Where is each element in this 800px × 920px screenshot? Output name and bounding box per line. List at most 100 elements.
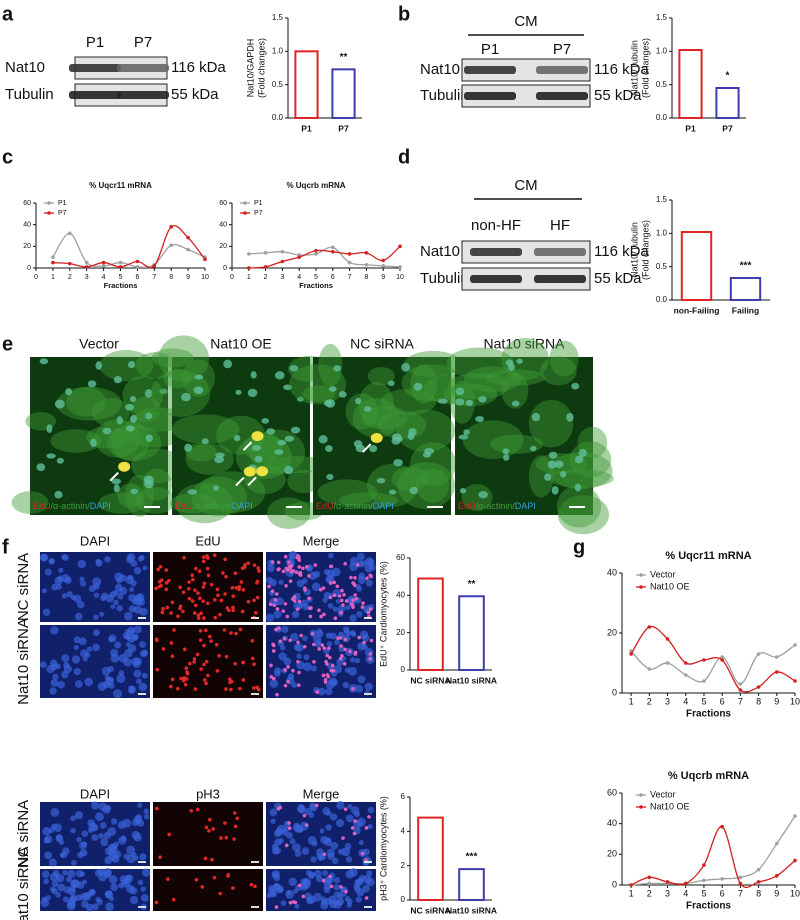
point (647, 667, 652, 671)
positive-nucleus (340, 588, 344, 593)
positive-nucleus (210, 857, 214, 862)
positive-nucleus (252, 563, 257, 567)
positive-nucleus (369, 638, 374, 643)
nucleus (366, 870, 373, 877)
x-tick-label: 10 (396, 274, 404, 281)
point (647, 875, 652, 880)
x-tick-label: 9 (774, 696, 779, 706)
band (117, 64, 169, 72)
positive-nucleus (179, 676, 184, 681)
y-tick-label: 1.0 (272, 46, 284, 55)
positive-nucleus (360, 851, 365, 856)
positive-nucleus (203, 678, 207, 682)
positive-nucleus (365, 576, 369, 581)
positive-nucleus (333, 616, 338, 621)
positive-nucleus (325, 653, 330, 658)
nucleus (307, 835, 317, 845)
point (169, 225, 173, 229)
y-tick-label: 1.5 (272, 13, 284, 22)
x-tick-label: 7 (738, 696, 743, 706)
nucleus (292, 888, 298, 894)
point (738, 875, 743, 880)
nucleus (57, 883, 66, 892)
nucleus (355, 584, 362, 590)
positive-nucleus (161, 647, 166, 651)
nucleus (70, 815, 76, 822)
positive-nucleus (206, 673, 210, 678)
positive-nucleus (313, 563, 318, 567)
positive-nucleus (327, 646, 331, 651)
positive-nucleus (339, 885, 343, 889)
positive-nucleus (288, 826, 292, 830)
nucleus (335, 598, 341, 604)
point (647, 625, 652, 629)
positive-nucleus (276, 567, 281, 572)
bar (417, 816, 444, 901)
nucleus (139, 650, 148, 658)
tissue (410, 442, 457, 487)
positive-nucleus (351, 581, 355, 585)
positive-nucleus (181, 678, 186, 683)
nucleus (503, 454, 510, 461)
positive-nucleus (201, 599, 205, 603)
point (683, 673, 688, 677)
positive-nucleus (283, 602, 288, 606)
nucleus (326, 473, 334, 481)
positive-nucleus (317, 608, 321, 613)
panel-letter: b (398, 3, 410, 25)
positive-nucleus (255, 580, 259, 585)
y-tick-label: 0 (27, 265, 31, 272)
nucleus (274, 838, 282, 846)
positive-nucleus (224, 574, 228, 579)
nucleus (70, 827, 76, 834)
positive-nucleus (215, 587, 220, 592)
positive-nucleus (308, 614, 313, 619)
bar (458, 868, 485, 901)
nucleus (571, 382, 580, 390)
point (84, 260, 89, 265)
nucleus (81, 830, 89, 838)
nucleus (463, 429, 470, 436)
bar (417, 577, 444, 671)
tissue (107, 424, 162, 461)
x-tick-label: 2 (647, 888, 652, 898)
y-tick-label: 20 (396, 628, 405, 637)
nucleus (578, 448, 587, 458)
x-tick-label: NC siRNA (410, 905, 450, 915)
positive-nucleus (230, 585, 235, 590)
positive-nucleus (353, 593, 358, 597)
nucleus (108, 682, 115, 689)
bar (729, 277, 762, 301)
nucleus (143, 808, 150, 815)
point (347, 260, 352, 265)
positive-nucleus (158, 855, 162, 860)
nucleus (144, 389, 153, 398)
nucleus (560, 470, 567, 478)
stain-name: EdU (316, 501, 334, 511)
nucleus (336, 801, 345, 810)
stain-name: EdU (458, 501, 476, 511)
y-tick-label: 60 (396, 553, 405, 562)
positive-nucleus (218, 612, 222, 617)
blot-frame (461, 84, 591, 108)
panel-letter: e (2, 333, 13, 355)
y-tick-label: 60 (23, 200, 31, 207)
legend-marker (639, 805, 643, 809)
nucleus (376, 477, 386, 484)
micrograph (153, 869, 263, 911)
scale-bar (251, 906, 259, 908)
condition-label: NC siRNA (15, 800, 32, 868)
nucleus (283, 657, 292, 666)
point (665, 661, 670, 665)
nucleus (76, 836, 82, 843)
nucleus (357, 817, 366, 827)
legend-marker (47, 211, 51, 215)
stain-name: /α-actinin/ (334, 501, 374, 511)
positive-nucleus (320, 643, 325, 647)
y-tick-label: 0 (223, 265, 227, 272)
nucleus (44, 835, 53, 844)
positive-nucleus (296, 640, 300, 645)
tissue (397, 461, 455, 509)
nucleus (59, 840, 65, 846)
